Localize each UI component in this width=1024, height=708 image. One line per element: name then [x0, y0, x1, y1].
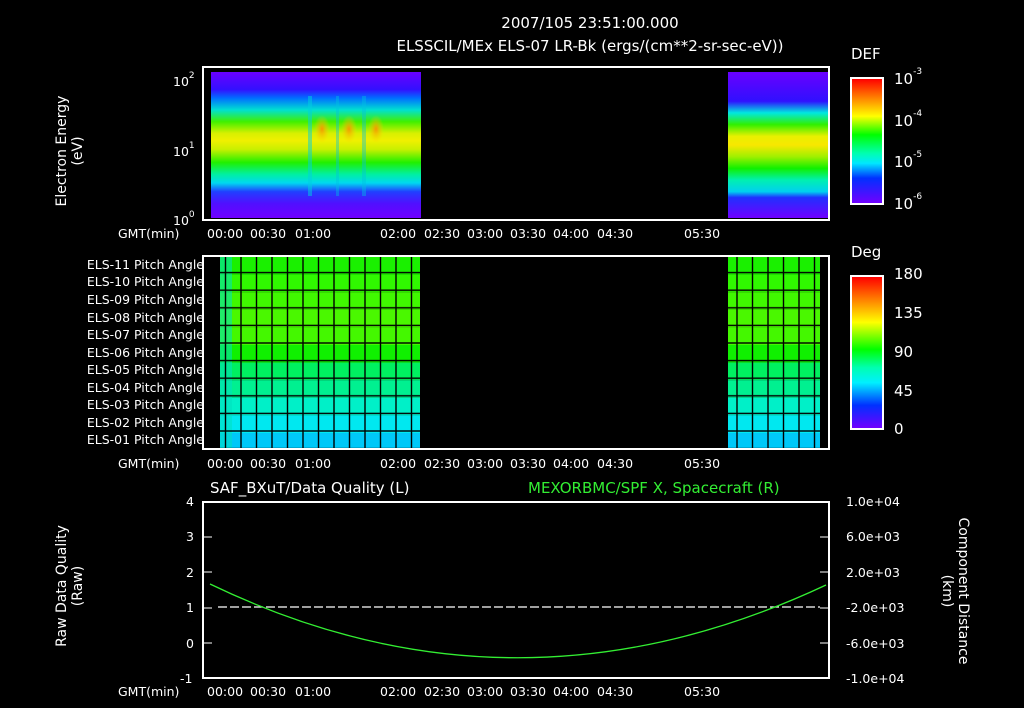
- line-plot: [204, 536, 828, 659]
- colorbar-deg-tick-180: 180: [894, 265, 923, 283]
- spectrogram-frame: [202, 66, 830, 221]
- colorbar-def-tick-1e-3: 10-3: [894, 67, 923, 88]
- pa-block-1: [220, 257, 420, 448]
- line-plot-frame: [202, 501, 830, 679]
- colorbar-deg-tick-90: 90: [894, 343, 914, 361]
- spectrogram-plot: [211, 72, 830, 218]
- xaxis-label: GMT(min): [118, 226, 180, 241]
- panel1-ytick-1: 100: [173, 210, 195, 228]
- colorbar-def-tick-1e-5: 10-5: [894, 150, 923, 171]
- plot-timestamp: 2007/105 23:51:00.000: [501, 14, 679, 32]
- spacecraft-x-line: [209, 583, 827, 659]
- colorbar-def-tick-1e-4: 10-4: [894, 109, 923, 130]
- line-plot-panel[interactable]: [202, 501, 830, 679]
- panel3-left-ylabel: Raw Data Quality (Raw): [54, 525, 86, 647]
- colorbar-deg-tick-0: 0: [894, 420, 904, 438]
- pitch-angle-frame: [202, 255, 830, 450]
- pa-block-2: [728, 257, 820, 448]
- panel3-left-title: SAF_BXuT/Data Quality (L): [210, 479, 410, 497]
- colorbar-def-title: DEF: [851, 45, 881, 63]
- plot-title: ELSSCIL/MEx ELS-07 LR-Bk (ergs/(cm**2-sr…: [396, 37, 784, 55]
- panel3-right-title: MEXORBMC/SPF X, Spacecraft (R): [528, 479, 780, 497]
- panel1-ytick-100: 102: [173, 71, 195, 89]
- pitch-angle-plot: [220, 257, 820, 448]
- colorbar-deg-tick-45: 45: [894, 382, 914, 400]
- colorbar-def-tick-1e-6: 10-6: [894, 192, 923, 213]
- colorbar-def: [850, 77, 884, 205]
- colorbar-deg-tick-135: 135: [894, 304, 923, 322]
- panel3-right-ylabel: Component Distance (km): [939, 517, 971, 665]
- spectrogram-panel[interactable]: [202, 66, 830, 221]
- panel1-ylabel: Electron Energy (eV): [54, 95, 86, 207]
- colorbar-deg-title: Deg: [851, 243, 882, 261]
- pitch-angle-panel[interactable]: [202, 255, 830, 450]
- colorbar-deg: [850, 275, 884, 430]
- panel1-ytick-10: 101: [173, 141, 195, 159]
